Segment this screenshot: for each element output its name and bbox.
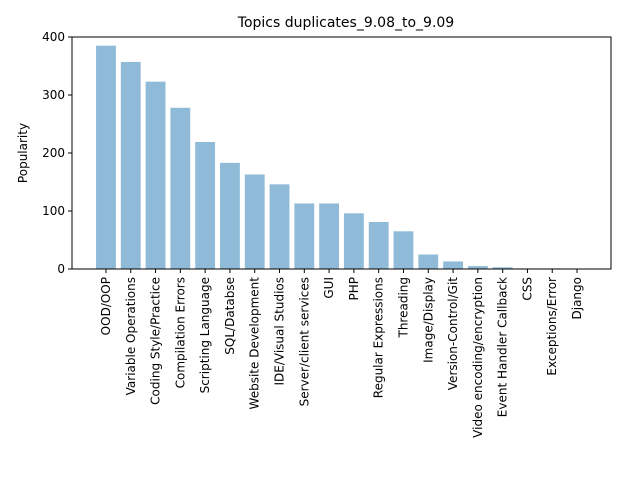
bar	[244, 174, 265, 269]
bar	[120, 61, 141, 269]
bar	[467, 266, 488, 269]
x-tick-label: GUI	[322, 277, 336, 299]
y-tick-label: 100	[42, 204, 65, 218]
y-tick-label: 400	[42, 30, 65, 44]
bars-group	[96, 45, 563, 270]
bar	[343, 213, 364, 269]
bar	[220, 162, 240, 269]
chart-title: Topics duplicates_9.08_to_9.09	[237, 15, 454, 31]
plot-frame	[71, 36, 612, 270]
x-tick-label: Event Handler Callback	[496, 277, 510, 417]
y-tick-label: 0	[57, 262, 65, 276]
x-tick-label: Image/Display	[421, 277, 435, 363]
bar	[443, 261, 463, 269]
x-tick-label: Version-Control/Git	[446, 277, 460, 391]
y-tick-label: 300	[42, 88, 65, 102]
x-tick-label: SQL/Databse	[223, 277, 237, 355]
x-tick-label: Video encoding/encryption	[471, 277, 485, 438]
x-tick-label: Coding Style/Practice	[149, 277, 163, 405]
x-tick-label: Threading	[396, 277, 410, 339]
bar	[393, 231, 414, 269]
y-tick-label: 200	[42, 146, 65, 160]
x-tick-label: Scripting Language	[198, 277, 212, 393]
bar	[319, 203, 340, 269]
x-tick-label: CSS	[520, 277, 534, 301]
bar	[368, 222, 389, 269]
y-axis-label: Popularity	[16, 123, 30, 183]
x-tick-label: Compilation Errors	[173, 277, 187, 388]
bar	[269, 184, 290, 269]
x-tick-label: Regular Expressions	[372, 277, 386, 398]
x-tick-label: IDE/Visual Studios	[273, 277, 287, 386]
bar	[170, 107, 191, 269]
y-axis: 0 100 200 300 400	[42, 30, 72, 276]
x-tick-label: Variable Operations	[124, 277, 138, 395]
x-tick-label: PHP	[347, 277, 361, 301]
x-axis: OOD/OOP Variable Operations Coding Style/P…	[99, 269, 584, 438]
bar	[418, 254, 439, 269]
bar	[294, 203, 315, 269]
x-tick-label: Website Development	[248, 277, 262, 410]
x-tick-label: Server/client services	[297, 277, 311, 406]
bar	[195, 141, 216, 269]
x-tick-label: Django	[570, 277, 584, 320]
x-tick-label: OOD/OOP	[99, 277, 113, 335]
bar	[96, 45, 116, 270]
bar	[145, 81, 166, 269]
bar	[492, 267, 513, 269]
x-tick-label: Exceptions/Error	[545, 277, 559, 376]
